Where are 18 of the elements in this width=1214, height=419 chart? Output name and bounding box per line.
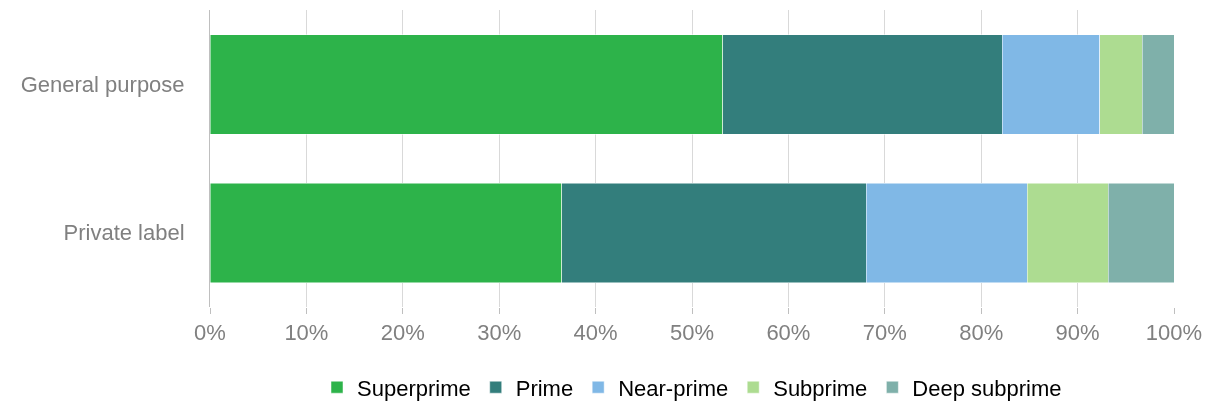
x-tick-label: 90% bbox=[1055, 320, 1100, 346]
y-tick-label: General purpose bbox=[20, 71, 185, 97]
x-tick-label: 10% bbox=[284, 320, 329, 346]
x-tick-label: 60% bbox=[766, 320, 811, 346]
y-tick-label: Private label bbox=[63, 220, 185, 246]
legend-label: Prime bbox=[515, 375, 574, 401]
x-tick-label: 20% bbox=[380, 320, 425, 346]
x-tick-label: 100% bbox=[1145, 320, 1203, 346]
x-tick-label: 80% bbox=[959, 320, 1004, 346]
legend-label: Superprime bbox=[357, 375, 471, 401]
legend-label: Near-prime bbox=[618, 375, 729, 401]
x-tick-label: 40% bbox=[573, 320, 618, 346]
legend-label: Deep subprime bbox=[912, 375, 1062, 401]
x-tick-label: 70% bbox=[862, 320, 907, 346]
x-tick-label: 30% bbox=[477, 320, 522, 346]
x-tick-label: 0% bbox=[194, 320, 226, 346]
legend-label: Subprime bbox=[773, 375, 868, 401]
x-tick-label: 50% bbox=[669, 320, 715, 346]
